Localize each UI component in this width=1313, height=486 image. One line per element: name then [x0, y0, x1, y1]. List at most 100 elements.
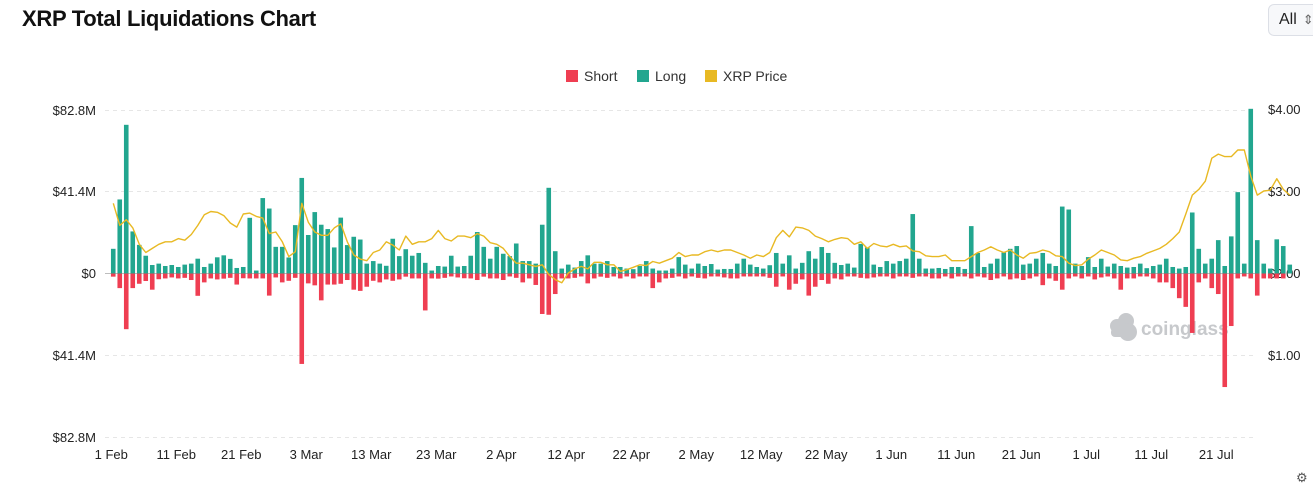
long-bar — [188, 263, 194, 274]
short-bar — [1157, 273, 1163, 283]
short-bar — [786, 273, 792, 290]
legend[interactable]: Short Long XRP Price — [566, 68, 788, 84]
short-bar — [1215, 273, 1221, 295]
short-bar — [559, 273, 565, 279]
long-bar — [689, 268, 695, 274]
short-bar — [422, 273, 428, 311]
short-bar — [598, 273, 604, 277]
short-bar — [851, 273, 857, 277]
x-tick-label: 22 May — [805, 447, 848, 462]
long-bar — [195, 258, 201, 274]
long-bar — [572, 267, 578, 274]
short-bar — [1040, 273, 1046, 286]
short-bar — [1085, 273, 1091, 277]
legend-label: Short — [584, 68, 618, 84]
x-tick-label: 21 Feb — [221, 447, 261, 462]
gear-icon[interactable]: ⚙ — [1296, 470, 1308, 485]
short-bar — [143, 273, 149, 282]
y-axis-right: $4.00$3.00$2.00$1.00 — [1268, 102, 1301, 363]
short-bar — [1267, 273, 1273, 279]
y-left-tick-label: $82.8M — [53, 430, 96, 445]
short-bar — [299, 273, 305, 364]
long-bar — [500, 253, 506, 274]
short-bar — [448, 273, 454, 277]
long-bar — [1033, 258, 1039, 274]
short-bar — [702, 273, 708, 279]
short-bar — [1222, 273, 1228, 388]
short-bar — [845, 273, 851, 277]
long-bar — [234, 267, 240, 274]
long-bar — [1040, 252, 1046, 274]
short-bar — [188, 273, 194, 281]
long-bar — [663, 270, 669, 274]
long-bar — [1059, 206, 1065, 274]
long-bar — [1222, 265, 1228, 274]
short-bar — [988, 273, 994, 281]
long-bar — [260, 198, 266, 274]
range-select-value: All — [1279, 11, 1297, 28]
short-bar — [312, 273, 318, 286]
long-bar — [331, 247, 337, 274]
coinglass-logo-icon — [1110, 313, 1137, 341]
long-bar — [338, 217, 344, 274]
long-bar — [370, 261, 376, 274]
long-bar — [598, 263, 604, 274]
long-bar — [1176, 268, 1182, 274]
long-bar — [1235, 192, 1241, 274]
long-bar — [871, 264, 877, 274]
long-bar — [1124, 267, 1130, 274]
long-bar — [1092, 266, 1098, 274]
long-bar — [767, 265, 773, 274]
legend-item-xrp-price[interactable]: XRP Price — [705, 68, 788, 84]
x-tick-label: 11 Jun — [937, 447, 975, 462]
short-bar — [195, 273, 201, 296]
long-bar — [279, 246, 285, 274]
short-bar — [897, 273, 903, 277]
legend-item-long[interactable]: Long — [637, 68, 686, 84]
short-bar — [1163, 273, 1169, 283]
long-bar — [695, 263, 701, 274]
legend-item-short[interactable]: Short — [566, 68, 618, 84]
xrp-price-line — [112, 149, 1291, 284]
long-bar — [754, 266, 760, 274]
range-select[interactable]: All ⇕ — [1268, 4, 1313, 36]
short-bar — [929, 273, 935, 279]
short-bar — [383, 273, 389, 280]
long-bar — [858, 243, 864, 274]
short-bar — [1228, 273, 1234, 327]
short-bar — [734, 273, 740, 279]
long-bar — [1163, 258, 1169, 274]
long-bar — [474, 232, 480, 274]
long-bar — [513, 243, 519, 274]
long-bar — [1241, 263, 1247, 274]
long-bar — [520, 261, 526, 274]
long-bar — [715, 269, 721, 274]
x-tick-label: 12 May — [740, 447, 783, 462]
long-bar — [1079, 265, 1085, 274]
long-bar — [975, 252, 981, 274]
long-bar — [1196, 248, 1202, 274]
short-bar — [942, 273, 948, 277]
chevron-updown-icon: ⇕ — [1302, 12, 1313, 27]
short-bar — [201, 273, 207, 283]
short-bar — [338, 273, 344, 284]
short-bar — [994, 273, 1000, 279]
x-tick-label: 1 Jul — [1073, 447, 1101, 462]
short-bar — [136, 273, 142, 284]
short-bar — [286, 273, 292, 281]
short-bar — [513, 273, 519, 278]
page-title: XRP Total Liquidations Chart — [22, 6, 316, 31]
long-bar — [175, 266, 181, 274]
long-bar — [682, 264, 688, 274]
short-bar — [591, 273, 597, 279]
short-bar — [318, 273, 324, 301]
short-bar — [260, 273, 266, 279]
short-bar — [1111, 273, 1117, 279]
short-bar — [1033, 273, 1039, 277]
short-bar — [572, 273, 578, 278]
short-bar — [247, 273, 253, 279]
short-bar — [565, 273, 571, 279]
long-bar — [1118, 265, 1124, 274]
long-bar — [1053, 265, 1059, 274]
price-line-group — [112, 149, 1291, 284]
